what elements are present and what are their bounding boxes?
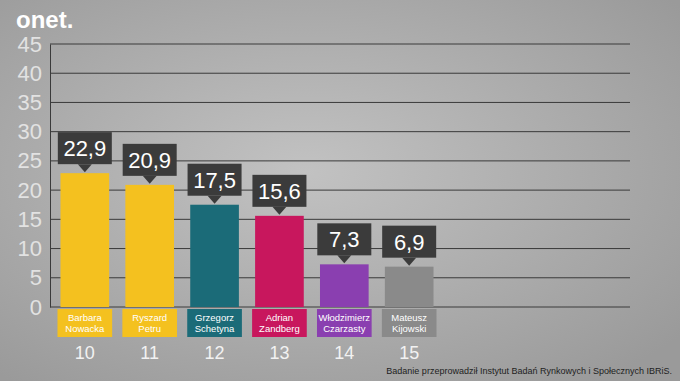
data-label: 7,3 bbox=[329, 227, 360, 252]
tick: 45 bbox=[18, 32, 50, 57]
bar bbox=[190, 205, 239, 307]
bar bbox=[385, 267, 434, 307]
rank-label: 13 bbox=[269, 343, 289, 363]
callout: 15,6 bbox=[252, 175, 306, 215]
y-axis: 0 5 10 15 20 25 30 35 40 45 bbox=[18, 32, 51, 320]
callout-box bbox=[123, 144, 177, 176]
callout-box bbox=[317, 223, 371, 255]
tick-label: 45 bbox=[18, 32, 42, 57]
data-label: 17,5 bbox=[193, 168, 236, 193]
category-label: RyszardPetru bbox=[132, 312, 167, 334]
tick-label: 40 bbox=[18, 61, 42, 86]
tick-label: 5 bbox=[30, 265, 42, 290]
data-label: 15,6 bbox=[258, 179, 301, 204]
category-label: MateuszKijowski bbox=[391, 312, 427, 334]
bar bbox=[60, 173, 109, 307]
callout-box bbox=[382, 226, 436, 258]
tick-label: 25 bbox=[18, 148, 42, 173]
logo: onet. bbox=[16, 6, 73, 33]
name-box bbox=[382, 309, 437, 337]
callout: 20,9 bbox=[123, 144, 177, 184]
tick: 0 bbox=[30, 295, 50, 320]
callout-box bbox=[188, 164, 242, 196]
name-box bbox=[122, 309, 177, 337]
callout-box bbox=[252, 175, 306, 207]
source: Badanie przeprowadził Instytut Badań Ryn… bbox=[386, 366, 672, 376]
data-label: 20,9 bbox=[128, 148, 171, 173]
callout: 17,5 bbox=[188, 164, 242, 204]
category-label: BarbaraNowacka bbox=[65, 312, 105, 334]
tick: 40 bbox=[18, 61, 50, 86]
callout-pointer bbox=[272, 207, 286, 215]
grid bbox=[50, 44, 630, 307]
tick: 35 bbox=[18, 90, 50, 115]
chart: 0 5 10 15 20 25 30 35 40 45 22,9 20,9 17,5 15,6 7,3 6,9… bbox=[0, 0, 680, 381]
rank-label: 14 bbox=[334, 343, 354, 363]
background bbox=[0, 0, 680, 381]
tick-label: 35 bbox=[18, 90, 42, 115]
grid-line bbox=[50, 131, 630, 132]
callout-pointer bbox=[337, 255, 351, 263]
data-labels: 22,9 20,9 17,5 15,6 7,3 6,9 bbox=[58, 132, 436, 266]
callout: 22,9 bbox=[58, 132, 112, 172]
grid-line bbox=[50, 44, 630, 45]
bar bbox=[125, 185, 174, 307]
tick: 25 bbox=[18, 148, 50, 173]
rank-label: 10 bbox=[75, 343, 95, 363]
data-label: 22,9 bbox=[63, 136, 106, 161]
tick-label: 10 bbox=[18, 236, 42, 261]
category-label: AdrianZandberg bbox=[259, 312, 300, 334]
rank-label: 11 bbox=[140, 343, 159, 363]
callout: 7,3 bbox=[317, 223, 371, 263]
tick-label: 0 bbox=[30, 295, 42, 320]
category-label: GrzegorzSchetyna bbox=[195, 312, 235, 334]
category-labels: BarbaraNowacka 10 RyszardPetru 11 GrzegorzSc… bbox=[57, 309, 436, 363]
tick: 15 bbox=[18, 207, 50, 232]
callout-pointer bbox=[143, 176, 157, 184]
category-label: WłodzimierzCzarzasty bbox=[318, 312, 370, 334]
name-box bbox=[187, 309, 242, 337]
bars bbox=[60, 173, 433, 307]
tick-label: 15 bbox=[18, 207, 42, 232]
name-box bbox=[57, 309, 112, 337]
axis-line bbox=[50, 45, 51, 308]
rank-label: 12 bbox=[205, 343, 225, 363]
tick-label: 20 bbox=[18, 178, 42, 203]
grid-line bbox=[50, 102, 630, 103]
grid-line bbox=[50, 73, 630, 74]
callout-pointer bbox=[402, 258, 416, 266]
tick: 5 bbox=[30, 265, 50, 290]
name-box bbox=[317, 309, 372, 337]
bar bbox=[320, 264, 369, 307]
callout-pointer bbox=[208, 196, 222, 204]
callout-box bbox=[58, 132, 112, 164]
data-label: 6,9 bbox=[394, 230, 425, 255]
tick-label: 30 bbox=[18, 119, 42, 144]
name-box bbox=[252, 309, 307, 337]
tick: 30 bbox=[18, 119, 50, 144]
tick: 10 bbox=[18, 236, 50, 261]
callout-pointer bbox=[78, 164, 92, 172]
callout: 6,9 bbox=[382, 226, 436, 266]
bar bbox=[255, 216, 304, 307]
tick: 20 bbox=[18, 178, 50, 203]
rank-label: 15 bbox=[399, 343, 419, 363]
